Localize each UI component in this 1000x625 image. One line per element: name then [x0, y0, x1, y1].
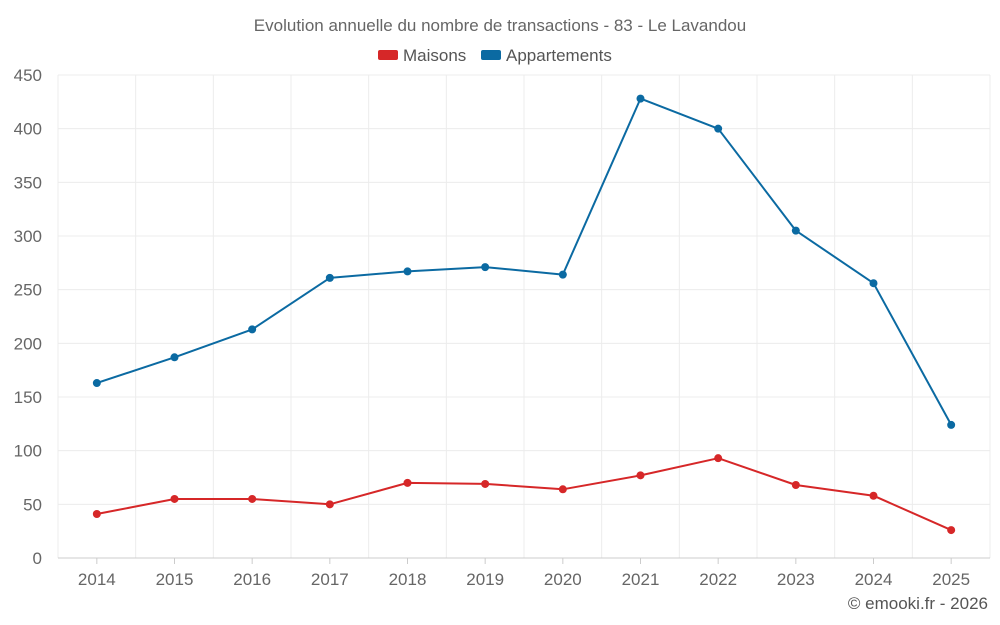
data-point-maisons[interactable]	[481, 479, 490, 488]
data-point-appartements[interactable]	[714, 124, 723, 133]
y-tick-label: 200	[14, 334, 42, 353]
data-point-maisons[interactable]	[325, 500, 334, 509]
data-point-appartements[interactable]	[558, 270, 567, 279]
x-tick-label: 2018	[389, 570, 427, 589]
x-tick-label: 2025	[932, 570, 970, 589]
x-tick-label: 2021	[622, 570, 660, 589]
data-point-appartements[interactable]	[403, 267, 412, 276]
legend-label-maisons: Maisons	[403, 46, 466, 65]
x-axis-ticks: 2014 2015 2016 2017 2018 2019 2020 2021 2022 2023…	[78, 558, 970, 589]
y-tick-label: 50	[23, 495, 42, 514]
data-point-maisons[interactable]	[947, 526, 956, 535]
x-tick-label: 2022	[699, 570, 737, 589]
data-point-appartements[interactable]	[248, 325, 257, 334]
data-point-maisons[interactable]	[248, 494, 257, 503]
data-point-appartements[interactable]	[92, 379, 101, 388]
legend-item-maisons[interactable]: Maisons	[378, 46, 466, 65]
data-point-maisons[interactable]	[170, 494, 179, 503]
grid	[57, 74, 991, 559]
x-tick-label: 2014	[78, 570, 116, 589]
data-point-maisons[interactable]	[714, 454, 723, 463]
x-tick-label: 2024	[855, 570, 893, 589]
y-tick-label: 250	[14, 281, 42, 300]
y-tick-label: 450	[14, 66, 42, 85]
chart-title: Evolution annuelle du nombre de transact…	[254, 16, 746, 35]
data-point-maisons[interactable]	[791, 481, 800, 490]
legend-label-appartements: Appartements	[506, 46, 612, 65]
x-tick-label: 2017	[311, 570, 349, 589]
data-point-maisons[interactable]	[869, 491, 878, 500]
legend: Maisons Appartements	[378, 46, 612, 65]
credit-text: © emooki.fr - 2026	[848, 594, 988, 613]
x-tick-label: 2019	[466, 570, 504, 589]
data-point-maisons[interactable]	[636, 471, 645, 480]
y-tick-label: 300	[14, 227, 42, 246]
y-tick-label: 150	[14, 388, 42, 407]
series-lines	[92, 94, 956, 535]
series-line-appartements	[96, 97, 953, 426]
y-axis-ticks: 0 50 100 150 200 250 300 350 400 450	[14, 66, 42, 568]
data-point-maisons[interactable]	[92, 509, 101, 518]
data-point-appartements[interactable]	[947, 420, 956, 429]
y-tick-label: 0	[33, 549, 42, 568]
data-point-appartements[interactable]	[325, 273, 334, 282]
data-point-maisons[interactable]	[558, 485, 567, 494]
y-tick-label: 400	[14, 120, 42, 139]
data-point-appartements[interactable]	[636, 94, 645, 103]
x-tick-label: 2020	[544, 570, 582, 589]
x-tick-label: 2023	[777, 570, 815, 589]
data-point-appartements[interactable]	[481, 263, 490, 272]
data-point-appartements[interactable]	[869, 279, 878, 288]
data-point-maisons[interactable]	[403, 478, 412, 487]
legend-swatch-maisons	[378, 50, 398, 60]
y-tick-label: 350	[14, 173, 42, 192]
data-point-appartements[interactable]	[791, 226, 800, 235]
x-tick-label: 2015	[156, 570, 194, 589]
data-point-appartements[interactable]	[170, 353, 179, 362]
legend-swatch-appartements	[481, 50, 501, 60]
series-line-maisons	[96, 457, 952, 532]
y-tick-label: 100	[14, 442, 42, 461]
x-tick-label: 2016	[233, 570, 271, 589]
legend-item-appartements[interactable]: Appartements	[481, 46, 612, 65]
